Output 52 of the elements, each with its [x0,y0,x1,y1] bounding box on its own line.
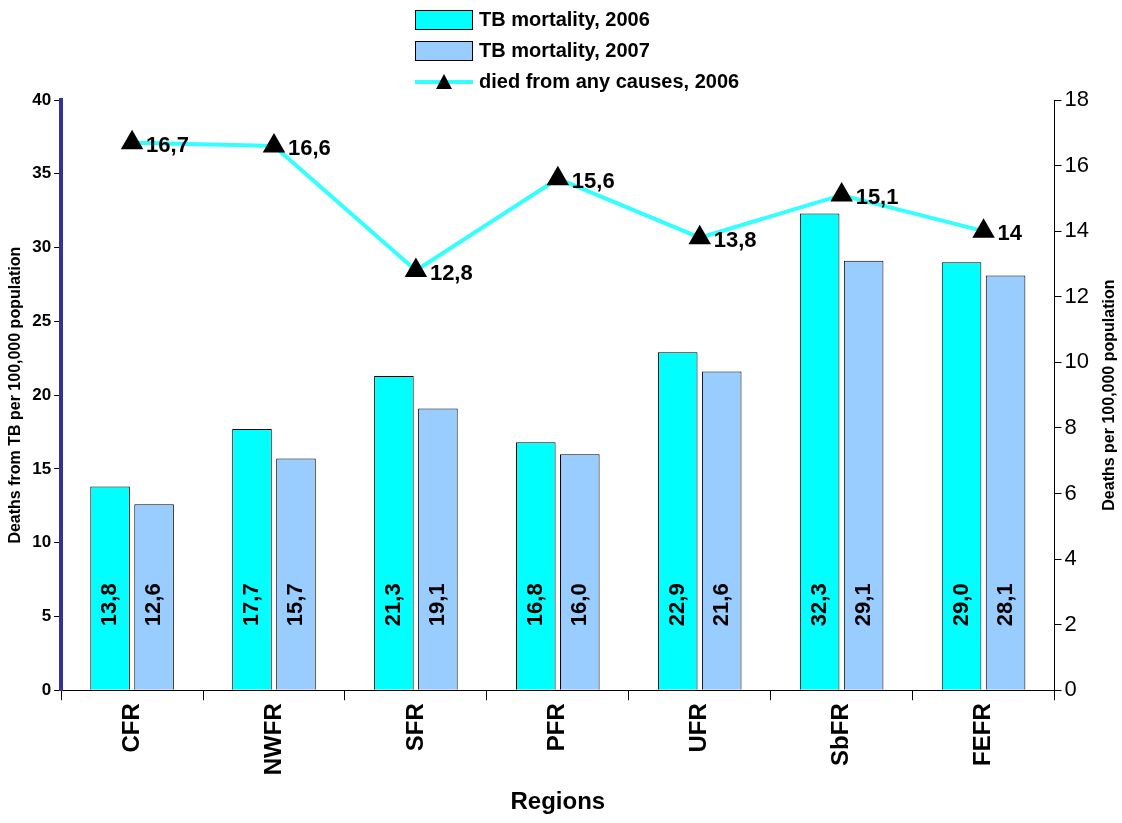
data-label: 13,8 [713,226,757,252]
data-label: 13,8 [96,583,122,627]
y2-axis-title: Deaths per 100,000 population [1100,279,1118,511]
data-label: 16,8 [521,583,547,627]
y-tick-label: 30 [32,237,52,257]
data-label: 19,1 [423,583,449,627]
data-label: 16,0 [565,583,591,627]
data-label: 29,1 [849,583,875,627]
y-tick-label: 5 [41,606,52,626]
x-tick-label: CFR [116,703,144,753]
y2-tick-label: 4 [1064,545,1077,571]
y-axis-title: Deaths from TB per 100,000 population [6,246,24,544]
data-label: 14 [997,220,1023,246]
y2-tick-label: 14 [1064,217,1090,243]
legend-label: TB mortality, 2007 [479,39,650,62]
y2-tick-label: 0 [1064,676,1077,702]
data-label: 32,3 [805,583,831,627]
legend-label: died from any causes, 2006 [479,70,740,93]
data-label: 15,6 [571,167,615,193]
y2-tick-label: 18 [1064,86,1090,112]
data-label: 22,9 [663,583,689,627]
data-label: 21,3 [379,583,405,627]
data-label: 16,6 [287,134,331,160]
x-tick-label: UFR [684,703,712,753]
y-tick-label: 15 [32,458,52,478]
y2-tick-label: 2 [1064,610,1077,636]
data-label: 28,1 [991,583,1017,627]
y-tick-label: 10 [32,532,52,552]
y2-tick-label: 16 [1064,151,1090,177]
y2-tick-label: 6 [1064,479,1077,505]
y-tick-label: 25 [32,311,52,331]
y-tick-label: 35 [32,163,52,183]
y2-tick-label: 12 [1064,282,1090,308]
data-label: 17,7 [238,583,264,627]
x-tick-label: NWFR [258,703,286,776]
x-tick-label: SFR [400,703,428,752]
y-tick-label: 40 [32,89,52,109]
x-tick-label: SbFR [826,703,854,766]
data-label: 12,8 [429,259,473,285]
data-label: 12,6 [140,583,166,627]
data-label: 21,6 [707,583,733,627]
data-label: 29,0 [947,583,973,627]
y2-tick-label: 10 [1064,348,1090,374]
data-label: 15,1 [855,184,899,210]
x-axis-title: Regions [510,787,606,815]
x-tick-label: PFR [542,703,570,752]
data-label: 15,7 [282,583,308,627]
y-tick-label: 0 [41,679,52,699]
y-tick-label: 20 [32,384,52,404]
x-tick-label: FEFR [968,703,996,766]
legend-label: TB mortality, 2006 [479,8,650,31]
y2-tick-label: 8 [1064,413,1077,439]
